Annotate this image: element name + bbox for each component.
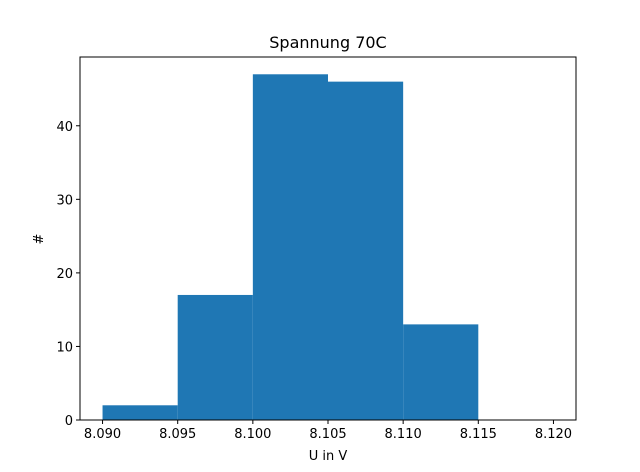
bars-group — [102, 74, 479, 421]
x-tick-label: 8.110 — [385, 427, 422, 442]
plot-frame — [79, 56, 577, 421]
x-tick-label: 8.100 — [234, 427, 271, 442]
x-tick-label: 8.105 — [309, 427, 346, 442]
histogram-bar-1 — [177, 294, 253, 420]
y-axis-label: # — [32, 234, 47, 245]
x-tick-label: 8.120 — [535, 427, 572, 442]
histogram-bar-4 — [403, 324, 479, 420]
y-tick-label: 0 — [65, 414, 73, 429]
histogram-bar-3 — [328, 81, 404, 421]
x-axis-label: U in V — [309, 449, 348, 464]
chart-title: Spannung 70C — [269, 33, 386, 52]
histogram-bar-2 — [252, 74, 328, 421]
y-tick-label: 30 — [56, 193, 73, 208]
y-tick-label: 10 — [56, 340, 73, 355]
x-tick-label: 8.095 — [159, 427, 196, 442]
y-tick-label: 20 — [56, 267, 73, 282]
y-tick-label: 40 — [56, 120, 73, 135]
histogram-bar-0 — [102, 405, 178, 420]
x-axis-ticks: 8.090 8.095 8.100 8.105 8.110 8.115 8.120 — [84, 420, 572, 442]
x-tick-label: 8.090 — [84, 427, 121, 442]
y-axis-ticks: 0 10 20 30 40 — [56, 120, 80, 429]
x-tick-label: 8.115 — [460, 427, 497, 442]
